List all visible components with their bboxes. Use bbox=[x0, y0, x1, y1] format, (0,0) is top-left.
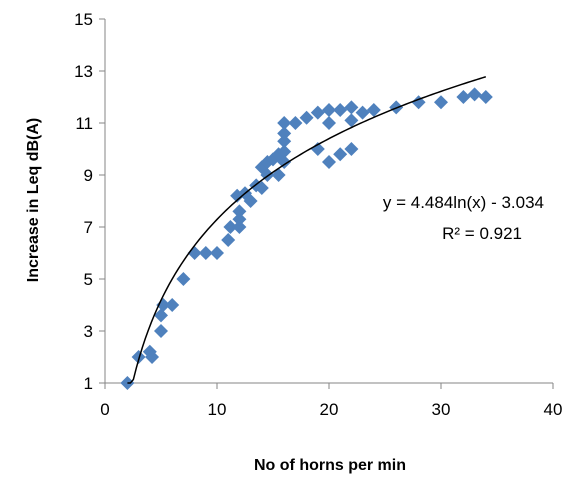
x-tick-label: 10 bbox=[208, 400, 227, 419]
x-tick-label: 20 bbox=[320, 400, 339, 419]
data-point bbox=[322, 103, 336, 117]
data-point bbox=[120, 376, 135, 390]
data-point bbox=[310, 142, 325, 156]
data-point bbox=[145, 350, 160, 364]
data-point bbox=[322, 116, 336, 130]
data-point bbox=[198, 246, 213, 260]
data-point bbox=[277, 126, 292, 141]
y-tick-label: 11 bbox=[75, 114, 93, 133]
data-point bbox=[344, 100, 359, 115]
data-point bbox=[277, 116, 292, 130]
data-points bbox=[120, 87, 493, 390]
trendline-equation: y = 4.484ln(x) - 3.034 bbox=[383, 193, 544, 212]
data-point bbox=[232, 212, 247, 227]
data-point bbox=[154, 308, 168, 323]
data-point bbox=[154, 324, 168, 338]
x-tick-label: 40 bbox=[544, 400, 563, 419]
y-axis-title: Increase in Leq dB(A) bbox=[25, 118, 42, 282]
data-point bbox=[478, 90, 493, 104]
x-axis-ticks: 0 10 20 30 40 bbox=[100, 383, 562, 419]
data-point bbox=[277, 155, 292, 169]
data-point bbox=[333, 103, 348, 117]
data-point bbox=[344, 142, 359, 156]
data-point bbox=[221, 233, 236, 247]
data-point bbox=[232, 204, 247, 219]
y-tick-label: 9 bbox=[84, 166, 93, 185]
data-point bbox=[299, 110, 314, 125]
y-tick-label: 13 bbox=[74, 62, 93, 81]
y-tick-label: 15 bbox=[74, 10, 93, 29]
data-point bbox=[322, 155, 336, 169]
data-point bbox=[288, 116, 303, 130]
data-point bbox=[355, 105, 370, 120]
data-point bbox=[243, 194, 258, 208]
data-point bbox=[165, 298, 180, 312]
data-point bbox=[277, 144, 292, 159]
data-point bbox=[131, 350, 146, 364]
x-axis-title: No of horns per min bbox=[254, 457, 406, 474]
data-point bbox=[254, 181, 269, 195]
y-tick-label: 7 bbox=[84, 218, 93, 237]
data-point bbox=[456, 90, 471, 104]
data-point bbox=[366, 103, 381, 117]
data-point bbox=[277, 134, 292, 149]
data-point bbox=[310, 105, 325, 120]
data-point bbox=[271, 168, 286, 182]
data-point bbox=[434, 95, 448, 110]
data-point bbox=[232, 220, 247, 234]
r-squared-label: R² = 0.921 bbox=[442, 224, 522, 243]
y-tick-label: 1 bbox=[84, 374, 93, 393]
data-point bbox=[223, 220, 238, 234]
data-point bbox=[210, 246, 224, 260]
data-point bbox=[333, 147, 348, 162]
y-tick-label: 5 bbox=[84, 270, 93, 289]
y-tick-label: 3 bbox=[84, 322, 93, 341]
data-point bbox=[467, 87, 482, 102]
trendline bbox=[127, 76, 487, 384]
data-point bbox=[344, 113, 359, 128]
data-point bbox=[176, 272, 191, 286]
x-tick-label: 0 bbox=[100, 400, 109, 419]
x-tick-label: 30 bbox=[432, 400, 451, 419]
